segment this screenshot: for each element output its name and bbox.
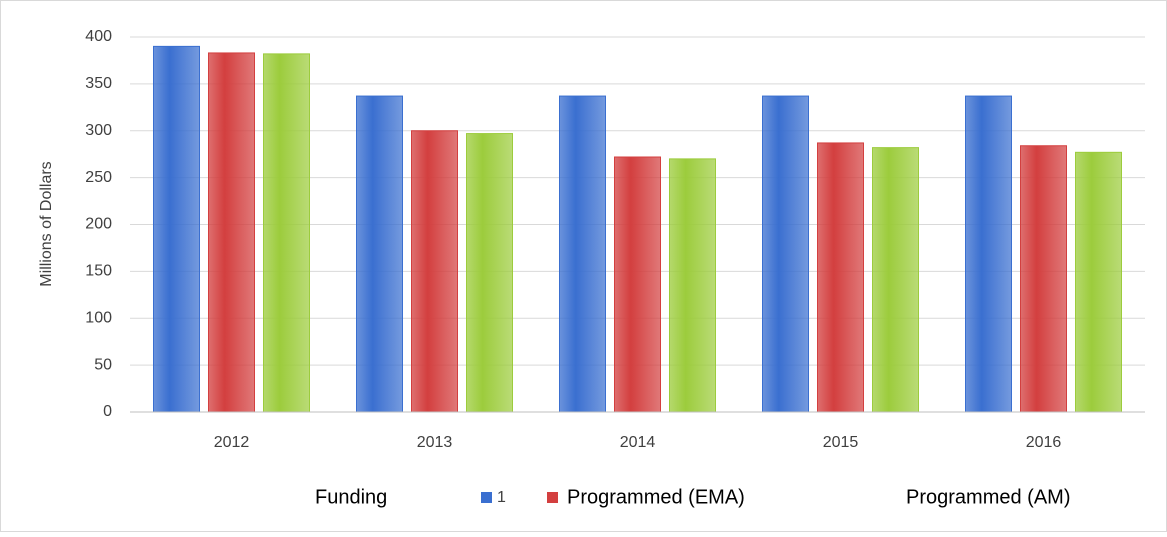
x-tick-label: 2012 [214, 434, 250, 451]
y-tick-label: 350 [85, 75, 112, 92]
legend-swatch [547, 492, 558, 503]
bar [1075, 151, 1122, 413]
bar [208, 52, 255, 413]
bar [263, 53, 310, 413]
bar [1020, 145, 1067, 413]
legend-text: Funding [315, 486, 387, 508]
legend-swatch [481, 492, 492, 503]
bar [614, 156, 661, 413]
bar [559, 95, 606, 413]
x-tick-label: 2015 [823, 434, 859, 451]
x-tick-label: 2013 [417, 434, 453, 451]
legend-label: Programmed (AM) [906, 486, 1070, 508]
bar [872, 147, 919, 413]
bar [762, 95, 809, 413]
y-tick-label: 0 [103, 403, 112, 420]
y-tick-label: 50 [94, 356, 112, 373]
x-tick-label: 2016 [1026, 434, 1062, 451]
bar [411, 130, 458, 413]
bar [466, 133, 513, 413]
legend-label: Programmed (EMA) [567, 486, 745, 508]
bar [817, 142, 864, 413]
y-tick-label: 100 [85, 309, 112, 326]
y-tick-label: 250 [85, 169, 112, 186]
y-tick-label: 200 [85, 216, 112, 233]
bar [356, 95, 403, 413]
y-tick-label: 300 [85, 122, 112, 139]
y-axis-title: Millions of Dollars [38, 161, 55, 286]
bar [153, 45, 200, 413]
legend-label: 1 [497, 489, 506, 506]
y-tick-label: 400 [85, 28, 112, 45]
y-tick-label: 150 [85, 263, 112, 280]
bar [669, 158, 716, 413]
x-tick-label: 2014 [620, 434, 656, 451]
bar [965, 95, 1012, 413]
